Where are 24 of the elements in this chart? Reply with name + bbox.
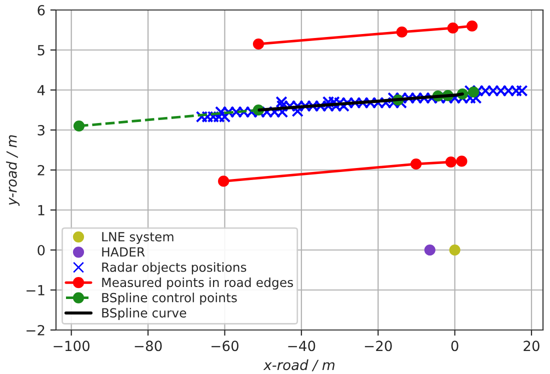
- y-tick-label: 5: [38, 45, 44, 56]
- x-tick-label: −60: [212, 340, 238, 352]
- x-tick-label: −20: [364, 340, 392, 352]
- y-axis-title: y-road / m: [6, 135, 20, 206]
- y-tick-label: 2: [38, 164, 44, 176]
- y-tick-label: 4: [37, 85, 45, 96]
- y-tick-label: −2: [26, 324, 44, 336]
- legend-label: HADER: [102, 247, 145, 257]
- legend-label: BSpline control points: [102, 292, 237, 305]
- x-tick-label: −80: [134, 340, 162, 352]
- x-tick-label: 0: [451, 340, 458, 352]
- y-tick-label: 1: [38, 205, 44, 216]
- y-tick-label: −1: [26, 285, 44, 296]
- x-axis-title: x-road / m: [263, 359, 334, 372]
- x-tick-label: 20: [524, 340, 540, 352]
- y-tick-label: 3: [38, 124, 44, 136]
- y-tick-label: 0: [38, 244, 45, 256]
- legend-label: Radar objects positions: [102, 262, 246, 274]
- legend-label: LNE system: [102, 232, 174, 244]
- legend-label: BSpline curve: [102, 308, 186, 320]
- legend-label: Measured points in road edges: [102, 277, 293, 290]
- y-tick-label: 6: [38, 4, 45, 16]
- x-tick-label: −40: [288, 340, 316, 352]
- x-tick-label: −100: [54, 340, 90, 352]
